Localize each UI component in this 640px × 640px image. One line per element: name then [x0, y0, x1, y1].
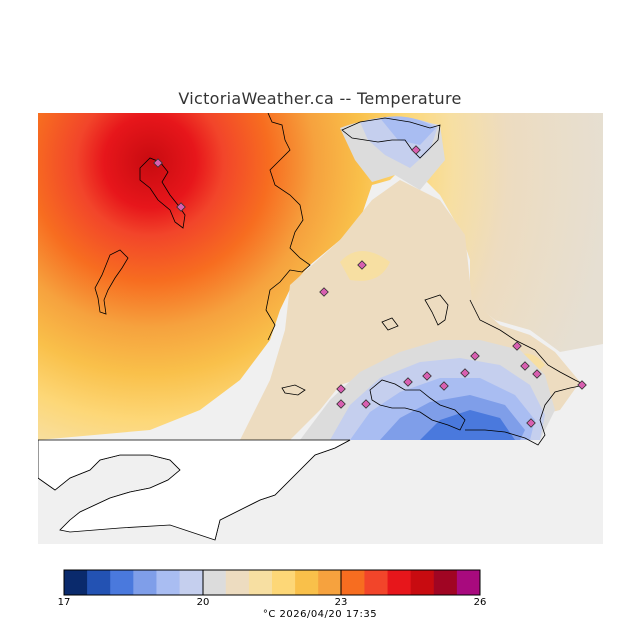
- color-scale-swatch: [318, 570, 342, 595]
- station-marker[interactable]: [361, 399, 371, 409]
- color-scale-swatch: [202, 570, 227, 595]
- station-marker[interactable]: [532, 369, 542, 379]
- weather-stations[interactable]: [153, 145, 587, 428]
- color-scale-swatch: [225, 570, 250, 595]
- color-scale-swatch: [133, 570, 157, 595]
- color-scale-swatch: [248, 570, 273, 595]
- station-marker[interactable]: [336, 399, 346, 409]
- color-scale-swatches: [64, 570, 481, 595]
- station-marker[interactable]: [526, 418, 536, 428]
- color-scale-border: [63, 569, 481, 596]
- colorbar-tick-17: 17: [57, 597, 71, 608]
- island-gulf-1: [341, 117, 441, 159]
- color-scale-swatch: [433, 570, 458, 595]
- station-marker[interactable]: [520, 361, 530, 371]
- island-small-2: [424, 294, 449, 326]
- colorbar-tick-26: 26: [473, 597, 487, 608]
- station-marker[interactable]: [460, 368, 470, 378]
- station-marker[interactable]: [470, 351, 480, 361]
- units-timestamp: °C 2026/04/20 17:35: [262, 609, 378, 620]
- station-marker[interactable]: [319, 287, 329, 297]
- station-marker[interactable]: [577, 380, 587, 390]
- color-scale-swatch: [341, 570, 365, 595]
- color-scale-swatch: [364, 570, 389, 595]
- colorbar-tick-20: 20: [196, 597, 210, 608]
- station-marker[interactable]: [336, 384, 346, 394]
- color-scale-swatch: [87, 570, 111, 595]
- saanich-inlet: [369, 379, 466, 431]
- map-title: VictoriaWeather.ca -- Temperature: [178, 89, 462, 108]
- station-marker[interactable]: [422, 371, 432, 381]
- olympic-peninsula-land: [38, 439, 351, 541]
- station-marker[interactable]: [153, 158, 163, 168]
- color-scale-swatch: [110, 570, 134, 595]
- island-north-1: [139, 157, 186, 229]
- station-marker[interactable]: [439, 381, 449, 391]
- color-scale-swatch: [456, 570, 481, 595]
- station-marker[interactable]: [176, 202, 186, 212]
- color-scale-swatch: [410, 570, 435, 595]
- color-scale-swatch: [64, 570, 88, 595]
- station-marker[interactable]: [357, 260, 367, 270]
- temperature-field: [38, 113, 603, 440]
- island-small-3: [381, 317, 399, 331]
- color-scale-swatch: [295, 570, 319, 595]
- station-marker[interactable]: [512, 341, 522, 351]
- colorbar-tick-23: 23: [334, 597, 348, 608]
- vancouver-island-coast: [265, 113, 311, 341]
- color-scale-swatch: [387, 570, 412, 595]
- east-coast: [465, 299, 587, 446]
- station-marker[interactable]: [411, 145, 421, 155]
- color-scale-swatch: [156, 570, 181, 595]
- color-scale-swatch: [179, 570, 204, 595]
- island-north-2: [94, 249, 129, 315]
- color-scale-swatch: [272, 570, 296, 595]
- island-small-1: [281, 384, 306, 396]
- station-marker[interactable]: [403, 377, 413, 387]
